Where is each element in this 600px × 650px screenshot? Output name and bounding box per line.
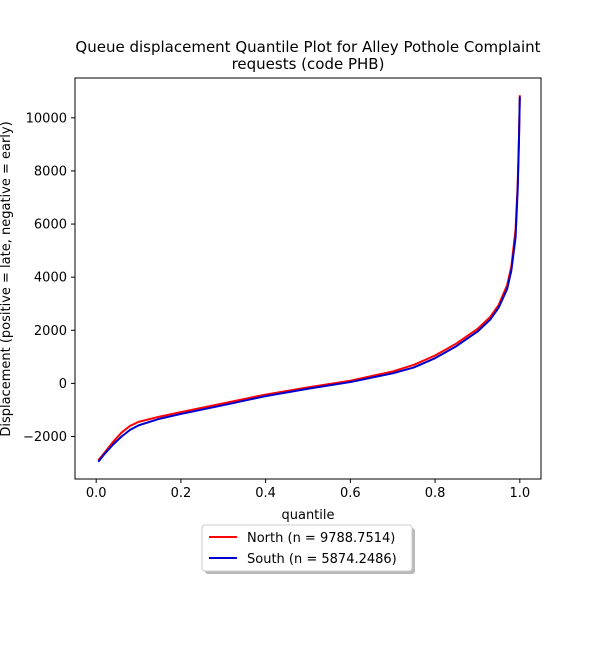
legend: North (n = 9788.7514) South (n = 5874.24…: [201, 524, 415, 574]
y-tick-label: 10000: [26, 111, 67, 126]
x-axis-label: quantile: [281, 508, 334, 523]
x-tick-label: 0.2: [171, 486, 192, 501]
plot-frame: [74, 77, 542, 480]
y-tick-label: 4000: [34, 271, 67, 286]
series-line-north: [97, 95, 521, 462]
y-axis-label: Displacement (positive = late, negative …: [0, 121, 14, 436]
legend-label-south: South (n = 5874.2486): [247, 552, 397, 567]
x-tick-label: 1.0: [509, 486, 530, 501]
chart-title-line-2: requests (code PHB): [232, 55, 385, 73]
x-tick-label: 0.6: [340, 486, 361, 501]
x-tick-label: 0.8: [425, 486, 446, 501]
series-line-south: [97, 96, 521, 463]
legend-box: [201, 524, 413, 572]
legend-label-north: North (n = 9788.7514): [247, 531, 395, 546]
y-tick-label: −2000: [23, 430, 67, 445]
y-tick-label: 2000: [34, 324, 67, 339]
y-tick-label: 8000: [34, 164, 67, 179]
y-tick-label: 6000: [34, 218, 67, 233]
chart-title-line-1: Queue displacement Quantile Plot for All…: [75, 38, 540, 56]
x-tick-label: 0.0: [86, 486, 107, 501]
x-tick-label: 0.4: [255, 486, 276, 501]
y-tick-label: 0: [59, 377, 67, 392]
